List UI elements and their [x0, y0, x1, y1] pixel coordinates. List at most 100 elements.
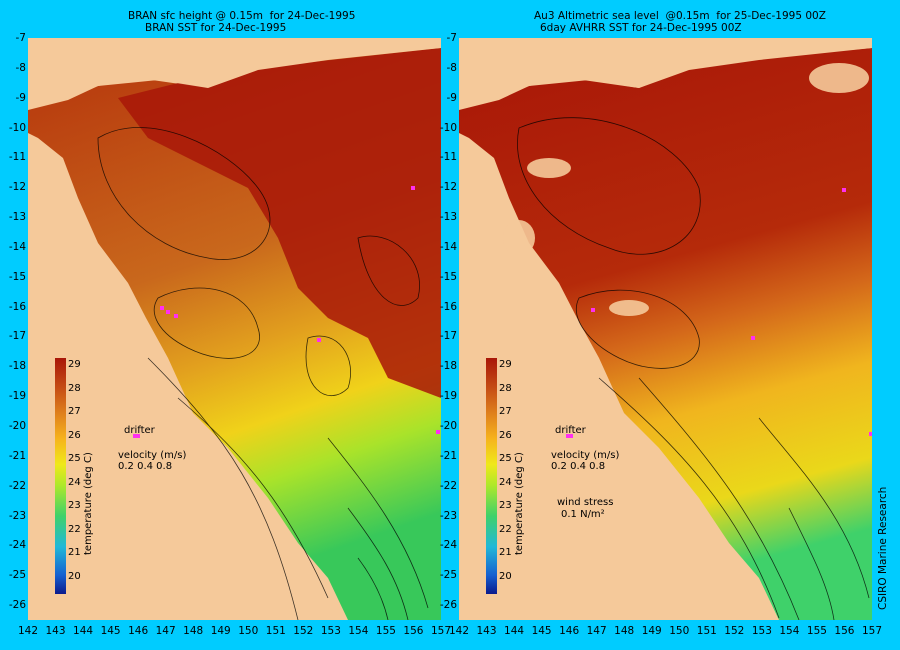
right-title-line2: 6day AVHRR SST for 24-Dec-1995 00Z	[540, 22, 742, 34]
x-tick-left: 143	[45, 625, 66, 637]
y-tick-left: -19	[8, 390, 26, 403]
left-colorbar-tick: 21	[68, 547, 81, 558]
right-colorbar-tick: 24	[499, 476, 512, 488]
y-tick-right: -11	[439, 151, 457, 164]
x-tick-left: 151	[265, 625, 286, 637]
x-tick-right: 147	[586, 625, 607, 637]
left-velocity-values: 0.2 0.4 0.8	[118, 461, 173, 472]
x-tick-right: 150	[669, 625, 690, 637]
y-tick-right: -21	[439, 449, 457, 462]
y-tick-right: -16	[439, 300, 457, 313]
right-title-line1: Au3 Altimetric sea level @0.15m for 25-D…	[534, 10, 826, 22]
x-tick-right: 153	[751, 625, 772, 637]
left-drifter-label: drifter	[124, 425, 155, 436]
x-tick-left: 157	[430, 625, 452, 637]
left-colorbar-tick: 23	[68, 500, 81, 511]
right-colorbar-tick: 21	[499, 547, 512, 558]
y-tick-left: -18	[8, 360, 26, 373]
avhrr-sst-map	[459, 38, 872, 620]
x-tick-right: 157	[861, 625, 883, 637]
x-tick-left: 145	[100, 625, 121, 637]
x-tick-right: 149	[641, 625, 662, 637]
right-colorbar-title: temperature (deg C)	[514, 452, 525, 555]
y-tick-right: -12	[439, 181, 457, 194]
y-tick-left: -9	[15, 91, 26, 104]
bran-sst-map	[28, 38, 441, 620]
y-tick-left: -11	[8, 151, 26, 164]
left-colorbar	[55, 358, 66, 594]
y-tick-right: -24	[439, 539, 457, 552]
y-tick-right: -13	[439, 211, 457, 224]
x-tick-left: 152	[293, 625, 314, 637]
right-colorbar-tick: 20	[499, 570, 512, 582]
x-tick-right: 142	[448, 625, 470, 637]
y-tick-right: -8	[446, 61, 457, 74]
x-tick-right: 144	[504, 625, 525, 637]
left-colorbar-tick: 29	[68, 359, 81, 370]
y-tick-right: -23	[439, 509, 457, 522]
y-tick-right: -15	[439, 270, 457, 283]
x-tick-left: 156	[403, 625, 424, 637]
y-tick-left: -16	[8, 300, 26, 313]
y-tick-left: -26	[8, 599, 26, 612]
left-colorbar-title: temperature (deg C)	[83, 452, 94, 555]
left-colorbar-tick: 28	[68, 382, 81, 394]
y-tick-right: -26	[439, 599, 457, 612]
wind-stress-value: 0.1 N/m²	[561, 509, 605, 520]
y-tick-left: -13	[8, 211, 26, 224]
left-colorbar-tick: 27	[68, 406, 81, 417]
wind-stress-label: wind stress	[557, 497, 614, 508]
right-colorbar-tick: 27	[499, 406, 512, 417]
x-tick-right: 155	[806, 625, 827, 637]
y-tick-right: -20	[439, 420, 457, 432]
x-tick-left: 155	[375, 625, 396, 637]
x-tick-left: 142	[17, 625, 39, 637]
y-tick-left: -8	[15, 61, 26, 74]
y-tick-left: -25	[8, 569, 26, 582]
x-tick-left: 153	[320, 625, 341, 637]
left-colorbar-tick: 20	[68, 570, 81, 582]
x-tick-right: 151	[696, 625, 717, 637]
right-colorbar-tick: 28	[499, 382, 512, 394]
y-tick-right: -10	[439, 121, 457, 134]
left-colorbar-tick: 24	[68, 476, 81, 488]
y-tick-left: -15	[8, 270, 26, 283]
right-velocity-label: velocity (m/s)	[551, 450, 620, 461]
credit-text: CSIRO Marine Research	[877, 486, 889, 610]
right-velocity-values: 0.2 0.4 0.8	[551, 461, 606, 472]
y-tick-left: -14	[8, 240, 26, 253]
x-tick-right: 152	[724, 625, 745, 637]
x-tick-left: 154	[348, 625, 369, 637]
x-tick-left: 147	[155, 625, 176, 637]
right-colorbar-tick: 22	[499, 523, 512, 535]
right-colorbar-tick: 25	[499, 453, 512, 464]
x-tick-left: 146	[128, 625, 149, 637]
y-tick-left: -20	[8, 420, 26, 432]
x-tick-right: 156	[834, 625, 855, 637]
left-velocity-label: velocity (m/s)	[118, 450, 187, 461]
y-tick-left: -22	[8, 479, 26, 492]
left-colorbar-tick: 26	[68, 429, 81, 441]
right-colorbar-tick: 23	[499, 500, 512, 511]
y-tick-right: -18	[439, 360, 457, 373]
left-colorbar-tick: 25	[68, 453, 81, 464]
y-tick-left: -7	[15, 32, 26, 44]
y-tick-left: -23	[8, 509, 26, 522]
y-tick-left: -10	[8, 121, 26, 134]
y-tick-right: -25	[439, 569, 457, 582]
y-tick-right: -14	[439, 240, 457, 253]
x-tick-right: 143	[476, 625, 497, 637]
x-tick-left: 149	[210, 625, 231, 637]
x-tick-right: 146	[559, 625, 580, 637]
x-tick-right: 148	[614, 625, 635, 637]
right-colorbar-tick: 29	[499, 359, 512, 370]
right-colorbar-tick: 26	[499, 429, 512, 441]
y-tick-left: -12	[8, 181, 26, 194]
right-drifter-marker	[566, 434, 573, 438]
right-drifter-label: drifter	[555, 425, 586, 436]
y-tick-right: -19	[439, 390, 457, 403]
x-tick-left: 148	[183, 625, 204, 637]
x-tick-right: 145	[531, 625, 552, 637]
left-colorbar-tick: 22	[68, 523, 81, 535]
y-tick-right: -7	[446, 32, 457, 44]
